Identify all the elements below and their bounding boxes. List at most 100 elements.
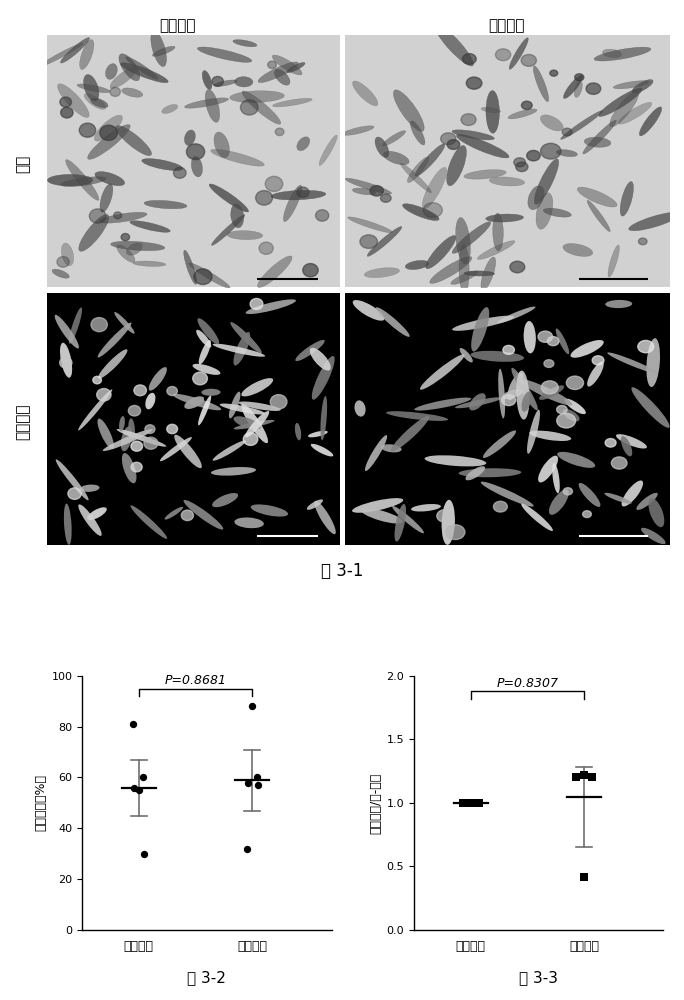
Circle shape	[638, 238, 647, 245]
Point	[139, 846, 150, 862]
Ellipse shape	[392, 506, 424, 533]
Circle shape	[423, 203, 443, 218]
Ellipse shape	[274, 69, 290, 85]
Ellipse shape	[464, 170, 506, 179]
Ellipse shape	[307, 499, 323, 510]
Ellipse shape	[78, 504, 102, 536]
Ellipse shape	[529, 431, 571, 441]
Text: P=0.8307: P=0.8307	[497, 677, 558, 690]
Ellipse shape	[251, 504, 288, 517]
Ellipse shape	[233, 416, 261, 430]
Ellipse shape	[192, 364, 220, 375]
Ellipse shape	[120, 63, 168, 83]
Ellipse shape	[598, 88, 642, 116]
Ellipse shape	[214, 80, 237, 86]
Ellipse shape	[471, 351, 524, 362]
Ellipse shape	[198, 318, 219, 344]
Ellipse shape	[636, 493, 658, 510]
Ellipse shape	[395, 504, 406, 542]
Circle shape	[297, 187, 309, 197]
Ellipse shape	[605, 493, 631, 504]
Ellipse shape	[196, 330, 211, 348]
Ellipse shape	[122, 453, 137, 483]
Ellipse shape	[272, 55, 302, 75]
Circle shape	[270, 395, 287, 409]
Circle shape	[466, 77, 482, 89]
Ellipse shape	[584, 137, 611, 147]
Ellipse shape	[646, 338, 660, 387]
Circle shape	[131, 441, 142, 451]
Circle shape	[495, 49, 511, 61]
Ellipse shape	[117, 245, 135, 262]
Ellipse shape	[198, 47, 252, 62]
Circle shape	[592, 356, 604, 365]
Ellipse shape	[287, 63, 305, 73]
Circle shape	[212, 76, 224, 86]
Ellipse shape	[308, 431, 328, 437]
Point	[469, 795, 479, 811]
Circle shape	[516, 162, 528, 172]
Ellipse shape	[528, 186, 544, 210]
Ellipse shape	[100, 212, 147, 223]
Circle shape	[267, 61, 276, 69]
Ellipse shape	[415, 144, 445, 176]
Ellipse shape	[271, 190, 326, 200]
Ellipse shape	[583, 120, 616, 154]
Circle shape	[583, 511, 592, 518]
Circle shape	[547, 337, 559, 346]
Ellipse shape	[382, 131, 406, 146]
Ellipse shape	[579, 483, 601, 507]
Circle shape	[380, 194, 391, 202]
Ellipse shape	[360, 508, 403, 524]
Circle shape	[129, 405, 141, 416]
Ellipse shape	[502, 389, 523, 399]
Ellipse shape	[90, 98, 108, 108]
Ellipse shape	[174, 435, 202, 468]
Text: 图 3-3: 图 3-3	[519, 970, 558, 985]
Ellipse shape	[540, 115, 563, 131]
Circle shape	[437, 510, 453, 522]
Ellipse shape	[577, 187, 617, 207]
Ellipse shape	[411, 504, 441, 512]
Circle shape	[96, 389, 111, 401]
Ellipse shape	[557, 452, 595, 468]
Ellipse shape	[189, 263, 230, 288]
Ellipse shape	[347, 217, 393, 233]
Ellipse shape	[242, 91, 281, 124]
Ellipse shape	[534, 159, 559, 204]
Ellipse shape	[79, 40, 94, 70]
Point	[247, 698, 258, 714]
Ellipse shape	[563, 409, 579, 421]
Circle shape	[447, 140, 460, 149]
Ellipse shape	[103, 429, 153, 451]
Ellipse shape	[315, 501, 336, 534]
Ellipse shape	[641, 528, 666, 544]
Circle shape	[275, 128, 284, 136]
Ellipse shape	[83, 74, 99, 101]
Ellipse shape	[594, 47, 651, 61]
Ellipse shape	[481, 257, 496, 291]
Ellipse shape	[561, 110, 603, 139]
Ellipse shape	[66, 160, 99, 200]
Ellipse shape	[481, 107, 501, 113]
Ellipse shape	[283, 185, 302, 222]
Circle shape	[562, 128, 572, 136]
Ellipse shape	[508, 109, 537, 119]
Ellipse shape	[420, 354, 464, 390]
Circle shape	[538, 331, 553, 342]
Ellipse shape	[61, 177, 106, 187]
Ellipse shape	[465, 466, 485, 480]
Ellipse shape	[84, 94, 106, 109]
Circle shape	[193, 372, 207, 385]
Ellipse shape	[425, 455, 486, 466]
Ellipse shape	[393, 90, 424, 131]
Ellipse shape	[173, 394, 221, 410]
Ellipse shape	[239, 402, 281, 411]
Point	[457, 795, 468, 811]
Point	[251, 769, 262, 785]
Ellipse shape	[521, 392, 531, 412]
Ellipse shape	[587, 362, 604, 387]
Point	[586, 769, 597, 785]
Ellipse shape	[185, 98, 228, 108]
Ellipse shape	[452, 316, 514, 331]
